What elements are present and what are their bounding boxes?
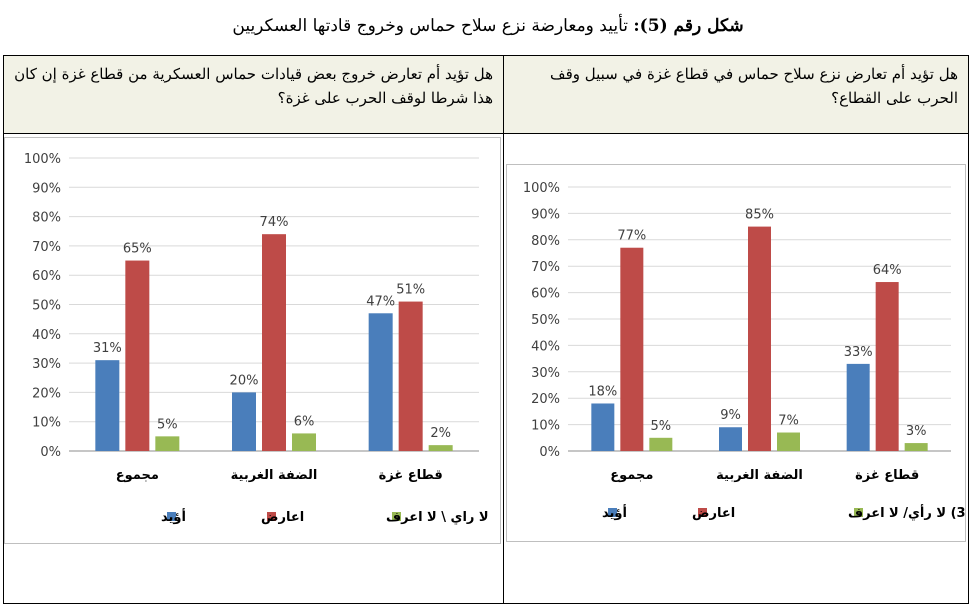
x-tick-label: مجموع xyxy=(116,468,159,483)
bar xyxy=(292,433,316,451)
y-tick-label: 70% xyxy=(32,240,61,255)
data-label: 65% xyxy=(123,242,152,257)
data-label: 9% xyxy=(720,408,741,423)
y-tick-label: 60% xyxy=(531,287,560,302)
data-label: 3% xyxy=(906,424,927,439)
chart-left: 0% 10% 20% 30% 40% 50% 60% 70% 80% 90% 100% 31% 65% 5… xyxy=(4,137,501,544)
x-tick-label: مجموع xyxy=(610,468,653,483)
column-divider xyxy=(503,55,504,604)
data-label: 33% xyxy=(844,345,873,360)
legend-label: أؤيد xyxy=(161,508,186,525)
legend-label: أؤيد xyxy=(602,504,627,521)
x-tick-label: الضفة الغربية xyxy=(231,468,318,483)
data-label: 74% xyxy=(260,215,289,230)
legend-label: لا راي \ لا اعرف xyxy=(386,510,489,525)
bar xyxy=(591,403,615,451)
y-tick-label: 20% xyxy=(32,386,61,401)
data-label: 2% xyxy=(430,426,451,441)
data-label: 51% xyxy=(396,283,425,298)
chart-right: 0% 10% 20% 30% 40% 50% 60% 70% 80% 90% 100% 18% 77% 5… xyxy=(506,164,966,542)
data-label: 7% xyxy=(778,414,799,429)
y-tick-label: 40% xyxy=(531,339,560,354)
bar xyxy=(155,436,180,451)
legend-swatch xyxy=(854,508,863,517)
y-tick-label: 30% xyxy=(32,357,61,372)
y-tick-label: 90% xyxy=(531,207,560,222)
legend-swatch xyxy=(608,508,617,517)
bar xyxy=(232,392,256,451)
bar xyxy=(398,301,423,451)
y-tick-label: 30% xyxy=(531,366,560,381)
bar xyxy=(748,226,771,451)
y-tick-label: 10% xyxy=(531,419,560,434)
bar xyxy=(719,427,742,451)
y-tick-label: 100% xyxy=(523,181,560,196)
question-right: هل تؤيد أم تعارض نزع سلاح حماس في قطاع غ… xyxy=(504,56,968,134)
bar xyxy=(649,437,673,451)
y-tick-label: 10% xyxy=(32,416,61,431)
y-tick-label: 60% xyxy=(32,269,61,284)
data-label: 77% xyxy=(617,229,646,244)
data-label: 5% xyxy=(157,417,178,432)
bar xyxy=(95,360,120,451)
table-frame xyxy=(3,55,969,604)
bar xyxy=(875,282,899,451)
y-tick-label: 50% xyxy=(531,313,560,328)
legend-swatch xyxy=(698,508,707,517)
figure-title-text: تأييد ومعارضة نزع سلاح حماس وخروج قادتها… xyxy=(232,16,634,36)
bar xyxy=(620,247,644,451)
data-label: 85% xyxy=(745,208,774,223)
y-tick-label: 70% xyxy=(531,260,560,275)
x-tick-label: قطاع غزة xyxy=(379,468,443,483)
legend-swatch xyxy=(167,512,176,521)
data-label: 20% xyxy=(230,373,259,388)
legend-label: اعارض xyxy=(261,510,304,525)
bar xyxy=(262,234,286,451)
y-tick-label: 20% xyxy=(531,392,560,407)
legend-label: اعارض xyxy=(692,506,735,521)
question-left: هل تؤيد أم تعارض خروج بعض قيادات حماس ال… xyxy=(4,56,503,134)
y-tick-label: 0% xyxy=(539,445,560,460)
x-tick-label: الضفة الغربية xyxy=(716,468,803,483)
data-label: 18% xyxy=(588,384,617,399)
chart-left-svg: 0% 10% 20% 30% 40% 50% 60% 70% 80% 90% 100% 31% 65% 5… xyxy=(24,152,489,525)
bar xyxy=(368,313,393,451)
legend-swatch xyxy=(392,512,401,521)
y-tick-label: 100% xyxy=(24,152,61,167)
y-tick-label: 40% xyxy=(32,328,61,343)
bar xyxy=(777,432,800,451)
bar xyxy=(846,363,870,451)
legend-label: 3) لا رأي/ لا اعرف xyxy=(848,504,966,521)
figure-title-lead: شكل رقم (5): xyxy=(633,16,744,36)
y-tick-label: 90% xyxy=(32,181,61,196)
data-label: 64% xyxy=(873,263,902,278)
data-label: 31% xyxy=(93,341,122,356)
y-tick-label: 50% xyxy=(32,299,61,314)
x-tick-label: قطاع غزة xyxy=(855,468,919,483)
data-label: 6% xyxy=(294,414,315,429)
bar xyxy=(904,443,928,451)
data-label: 47% xyxy=(366,294,395,309)
data-label: 5% xyxy=(651,419,672,434)
bar xyxy=(125,260,150,451)
legend-swatch xyxy=(267,512,276,521)
y-tick-label: 0% xyxy=(40,445,61,460)
bar xyxy=(428,445,453,451)
chart-right-svg: 0% 10% 20% 30% 40% 50% 60% 70% 80% 90% 100% 18% 77% 5… xyxy=(523,181,966,521)
y-tick-label: 80% xyxy=(531,234,560,249)
y-tick-label: 80% xyxy=(32,211,61,226)
figure-title: شكل رقم (5): تأييد ومعارضة نزع سلاح حماس… xyxy=(0,14,976,38)
